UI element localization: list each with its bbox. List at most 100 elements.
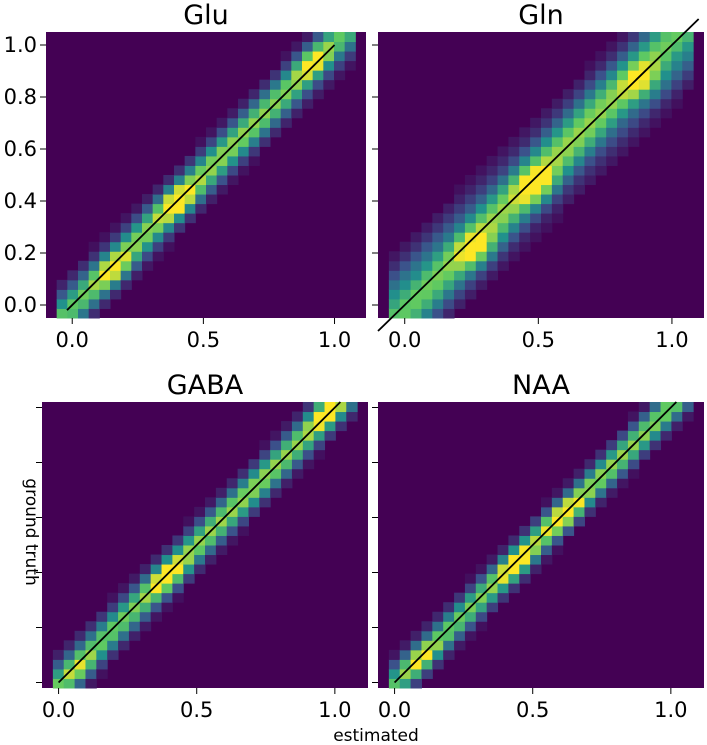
heatmap-cell	[323, 32, 335, 43]
y-tick-label: 0.2	[4, 241, 37, 265]
heatmap-cell	[584, 79, 596, 90]
heatmap-cell	[313, 402, 326, 413]
heatmap-cell	[519, 525, 531, 536]
heatmap-cell	[584, 506, 596, 517]
heatmap-cell	[194, 516, 206, 527]
heatmap-cell	[74, 678, 86, 689]
heatmap-cell	[551, 184, 564, 195]
panel-gln: 0.0 0.5 1.0 Gln	[372, 0, 704, 352]
heatmap-cell	[52, 678, 65, 689]
heatmap-cell	[410, 298, 422, 309]
heatmap-cell	[660, 32, 672, 43]
heatmap-cell	[67, 308, 79, 319]
heatmap-cell	[595, 468, 607, 479]
heatmap-cell	[248, 487, 260, 498]
heatmap-cell	[313, 449, 326, 460]
heatmap-cell	[606, 89, 618, 100]
heatmap-cell	[150, 583, 163, 594]
heatmap-cell	[88, 260, 100, 271]
x-axis-label: estimated	[333, 726, 419, 745]
heatmap-cell	[421, 659, 433, 670]
heatmap-cell	[649, 430, 662, 441]
heatmap-cell	[248, 108, 260, 119]
heatmap-cell	[475, 175, 488, 186]
panel-gaba: 0.0 0.5 1.0 GABA	[36, 370, 368, 722]
heatmap-cell	[74, 640, 86, 651]
heatmap-cell	[551, 487, 564, 498]
heatmap-cell	[227, 165, 239, 176]
x-tick-label: 0.0	[56, 328, 89, 352]
heatmap-cell	[551, 545, 564, 556]
heatmap-cell	[226, 487, 239, 498]
heatmap-cell	[163, 241, 175, 252]
heatmap-cell	[627, 411, 640, 422]
heatmap-cell	[174, 184, 186, 195]
heatmap-cell	[131, 203, 143, 214]
heatmap-cell	[184, 213, 196, 224]
heatmap-cell	[259, 487, 271, 498]
heatmap-cell	[617, 117, 629, 128]
heatmap-cell	[464, 270, 477, 281]
heatmap-cell	[443, 232, 455, 243]
heatmap-cell	[595, 70, 607, 81]
heatmap-cell	[541, 146, 553, 157]
heatmap-cell	[443, 222, 455, 233]
heatmap-cell	[216, 146, 228, 157]
heatmap-cell	[486, 602, 499, 613]
heatmap-cell	[606, 468, 618, 479]
heatmap-cell	[617, 146, 629, 157]
heatmap-cell	[682, 411, 694, 422]
heatmap-cell	[464, 611, 477, 622]
heatmap-cell	[551, 175, 564, 186]
heatmap-cell	[497, 583, 509, 594]
heatmap-cell	[324, 421, 336, 432]
heatmap-cell	[541, 136, 553, 147]
heatmap-cell	[584, 89, 596, 100]
heatmap-cell	[638, 98, 651, 109]
heatmap-cell	[508, 146, 520, 157]
heatmap-cell	[551, 525, 564, 536]
panel-title: Glu	[183, 0, 229, 31]
heatmap-cell	[52, 659, 65, 670]
heatmap-cell	[660, 411, 672, 422]
heatmap-cell	[497, 545, 509, 556]
heatmap-cell	[530, 203, 542, 214]
heatmap-cell	[183, 554, 195, 565]
heatmap-cell	[399, 270, 412, 281]
heatmap-cell	[270, 127, 282, 138]
heatmap-cell	[161, 592, 173, 603]
heatmap-cell	[660, 79, 672, 90]
heatmap-cell	[454, 222, 466, 233]
heatmap-cell	[617, 459, 629, 470]
heatmap-cell	[508, 136, 520, 147]
heatmap-cell	[497, 232, 509, 243]
heatmap-cell	[454, 241, 466, 252]
heatmap-cell	[163, 232, 175, 243]
heatmap-cell	[161, 545, 173, 556]
heatmap-cell	[551, 146, 564, 157]
heatmap-cell	[454, 602, 466, 613]
heatmap-cell	[139, 583, 152, 594]
heatmap-cell	[475, 251, 488, 262]
heatmap-cell	[519, 535, 531, 546]
heatmap-cell	[107, 649, 119, 660]
heatmap-cell	[128, 621, 141, 632]
heatmap-cell	[150, 602, 163, 613]
heatmap-cell	[139, 573, 152, 584]
heatmap-cell	[486, 554, 499, 565]
heatmap-cell	[85, 621, 97, 632]
heatmap-cell	[399, 668, 412, 679]
heatmap-cell	[205, 506, 217, 517]
heatmap-cell	[421, 260, 433, 271]
heatmap-cell	[174, 175, 186, 186]
heatmap-cell	[649, 60, 662, 71]
heatmap-cell	[56, 298, 68, 309]
heatmap-cell	[649, 98, 662, 109]
heatmap-cell	[562, 127, 575, 138]
heatmap-cell	[388, 251, 401, 262]
heatmap-cell	[110, 260, 122, 271]
heatmap-cell	[454, 260, 466, 271]
heatmap-cell	[183, 564, 195, 575]
heatmap-cell	[172, 564, 184, 575]
